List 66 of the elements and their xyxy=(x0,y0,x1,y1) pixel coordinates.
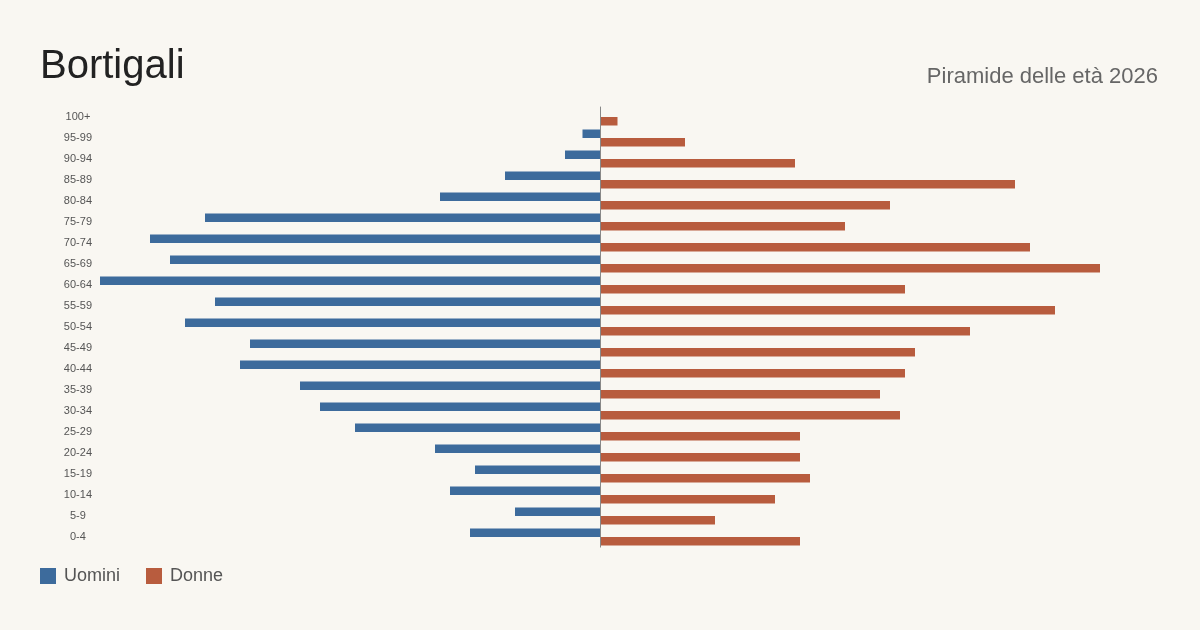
legend-label: Donne xyxy=(170,565,224,586)
y-tick-label: 0-4 xyxy=(69,530,86,543)
bar xyxy=(600,537,800,546)
y-tick-label: 90-94 xyxy=(63,152,92,165)
y-tick-label: 85-89 xyxy=(63,173,92,186)
bar xyxy=(600,390,880,399)
bar xyxy=(600,411,900,420)
bar xyxy=(170,255,600,265)
bar xyxy=(600,432,800,441)
y-tick-label: 45-49 xyxy=(63,341,92,354)
y-tick-label: 15-19 xyxy=(63,467,92,480)
bar xyxy=(600,516,715,525)
y-tick-label: 5-9 xyxy=(69,509,86,522)
bar xyxy=(600,327,970,336)
y-tick-label: 95-99 xyxy=(63,131,92,144)
bar xyxy=(185,318,600,328)
chart-title: Bortigali xyxy=(40,42,185,87)
bar xyxy=(600,264,1100,273)
bar xyxy=(600,306,1055,315)
bar xyxy=(250,339,600,349)
y-tick-label: 70-74 xyxy=(63,236,92,249)
bar xyxy=(600,201,890,210)
bar xyxy=(300,381,600,391)
bar xyxy=(320,402,600,412)
bar xyxy=(150,234,600,244)
bar xyxy=(240,360,600,370)
y-tick-label: 35-39 xyxy=(63,383,92,396)
bar xyxy=(100,276,600,286)
y-tick-label: 55-59 xyxy=(63,299,92,312)
bar xyxy=(600,285,905,294)
bar xyxy=(355,423,600,433)
bar xyxy=(600,159,795,168)
y-tick-label: 60-64 xyxy=(63,278,92,291)
y-tick-label: 10-14 xyxy=(63,488,92,501)
legend-label: Uomini xyxy=(64,565,121,586)
y-tick-label: 100+ xyxy=(65,110,91,123)
bar xyxy=(600,369,905,378)
bar xyxy=(600,495,775,504)
bar xyxy=(215,297,600,307)
y-tick-label: 50-54 xyxy=(63,320,92,333)
bar xyxy=(600,117,618,126)
bar xyxy=(435,444,600,454)
bar xyxy=(600,243,1030,252)
bar xyxy=(600,222,845,231)
y-tick-label: 65-69 xyxy=(63,257,92,270)
bar xyxy=(515,507,600,517)
bar xyxy=(205,213,600,223)
bar xyxy=(600,453,800,462)
bar xyxy=(475,465,600,475)
bar xyxy=(600,138,685,147)
y-tick-label: 80-84 xyxy=(63,194,92,207)
y-tick-label: 40-44 xyxy=(63,362,92,375)
y-tick-label: 20-24 xyxy=(63,446,92,459)
chart-subtitle: Piramide delle età 2026 xyxy=(926,63,1158,89)
bar xyxy=(440,192,600,202)
bar xyxy=(450,486,600,496)
bar xyxy=(600,474,810,483)
bar xyxy=(600,348,915,357)
bar xyxy=(470,528,600,537)
y-tick-label: 30-34 xyxy=(63,404,92,417)
y-tick-label: 25-29 xyxy=(63,425,92,438)
bar xyxy=(565,150,600,160)
y-tick-label: 75-79 xyxy=(63,215,92,228)
bar xyxy=(505,171,600,181)
bar xyxy=(582,129,600,139)
bar xyxy=(600,180,1015,189)
